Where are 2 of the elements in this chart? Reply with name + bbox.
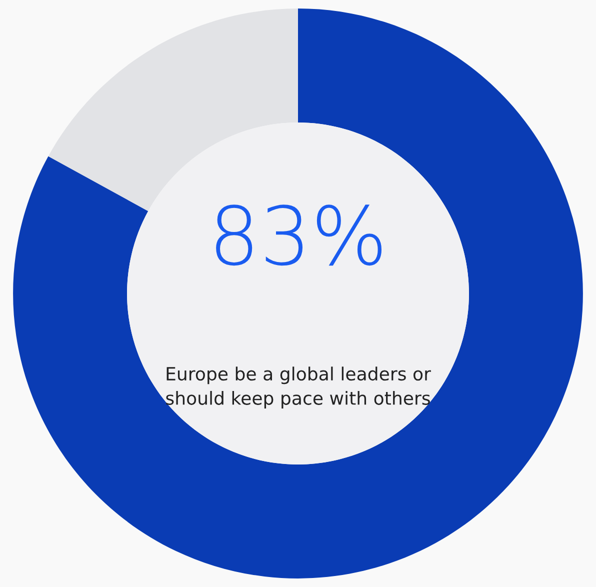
data-label: 83% [216,204,382,266]
text: Europe be a global leaders or should keep pace with others [166,366,431,408]
